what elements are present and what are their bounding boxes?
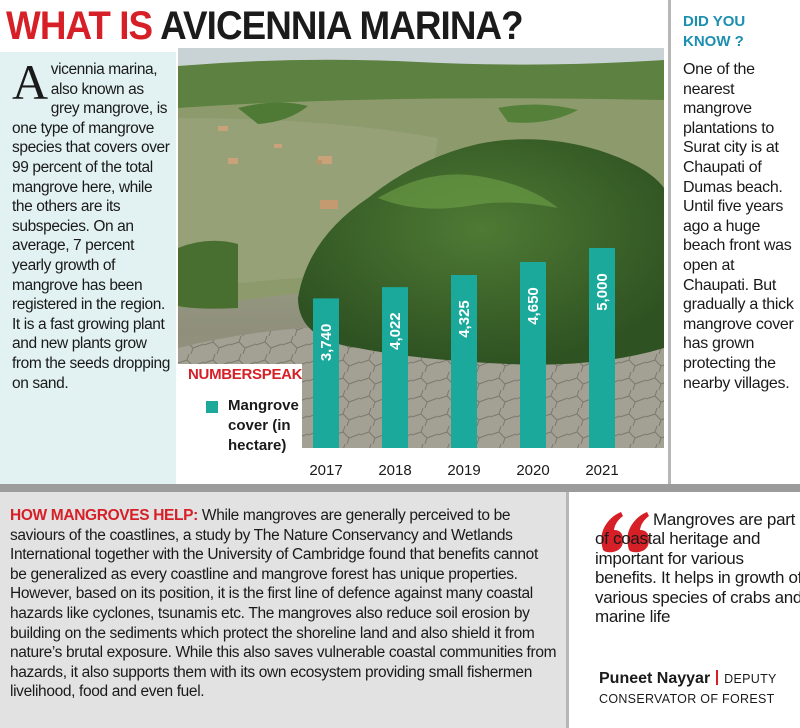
drop-cap: A bbox=[12, 54, 48, 110]
bar-2019 bbox=[451, 275, 477, 448]
bar-value-label-2019: 4,325 bbox=[456, 300, 473, 338]
separator-bar bbox=[716, 670, 719, 685]
legend-panel bbox=[178, 364, 302, 484]
did-you-know-title: DID YOU KNOW ? bbox=[683, 13, 746, 50]
bar-2020 bbox=[520, 262, 546, 448]
how-mangroves-help-heading: HOW MANGROVES HELP: bbox=[10, 507, 198, 524]
bar-value-label-2021: 5,000 bbox=[594, 273, 611, 311]
how-mangroves-help-panel: HOW MANGROVES HELP: While mangroves are … bbox=[0, 492, 566, 728]
bar-2018 bbox=[382, 287, 408, 448]
quote-text: Mangroves are part of coastal heritage a… bbox=[595, 510, 800, 627]
did-you-know-text: One of the nearest mangrove plantations … bbox=[683, 61, 794, 392]
x-tick-label-2021: 2021 bbox=[585, 462, 618, 479]
headline-part1: WHAT IS bbox=[6, 4, 161, 48]
divider bbox=[0, 484, 800, 492]
legend-label: Mangrove cover (in hectare) bbox=[228, 397, 299, 454]
x-tick-label-2018: 2018 bbox=[378, 462, 411, 479]
how-mangroves-help-text: HOW MANGROVES HELP: While mangroves are … bbox=[10, 506, 558, 702]
quote-role: DEPUTY CONSERVATOR OF FOREST bbox=[599, 672, 777, 706]
bar-value-label-2017: 3,740 bbox=[318, 324, 335, 362]
quote-panel: Mangroves are part of coastal heritage a… bbox=[566, 492, 800, 728]
did-you-know-panel: DID YOU KNOW ? One of the nearest mangro… bbox=[668, 0, 800, 484]
legend-swatch bbox=[206, 401, 218, 413]
headline-part2: AVICENNIA MARINA? bbox=[160, 4, 523, 48]
mangrove-photo: 3,740 2017 4,022 2018 4,325 2019 4,650 2020 5,00… bbox=[178, 48, 664, 484]
x-tick-label-2017: 2017 bbox=[309, 462, 342, 479]
bar-value-label-2020: 4,650 bbox=[525, 287, 542, 325]
headline: WHAT IS AVICENNIA MARINA? bbox=[6, 2, 619, 50]
bar-value-label-2018: 4,022 bbox=[387, 312, 404, 350]
quote-author: Puneet Nayyar bbox=[599, 670, 711, 687]
quote-attribution: Puneet Nayyar DEPUTY CONSERVATOR OF FORES… bbox=[599, 669, 799, 709]
bar-2021 bbox=[589, 248, 615, 448]
how-mangroves-help-body: While mangroves are generally perceived … bbox=[10, 507, 557, 701]
mangrove-cover-bar-chart: 3,740 2017 4,022 2018 4,325 2019 4,650 2020 5,00… bbox=[178, 248, 664, 484]
intro-body: vicennia marina, also known as grey mang… bbox=[12, 61, 170, 392]
x-tick-label-2019: 2019 bbox=[447, 462, 480, 479]
chart-title: NUMBERSPEAK bbox=[188, 366, 303, 383]
x-tick-label-2020: 2020 bbox=[516, 462, 549, 479]
quote-mark-icon bbox=[601, 512, 649, 553]
bar-2017 bbox=[313, 298, 339, 448]
